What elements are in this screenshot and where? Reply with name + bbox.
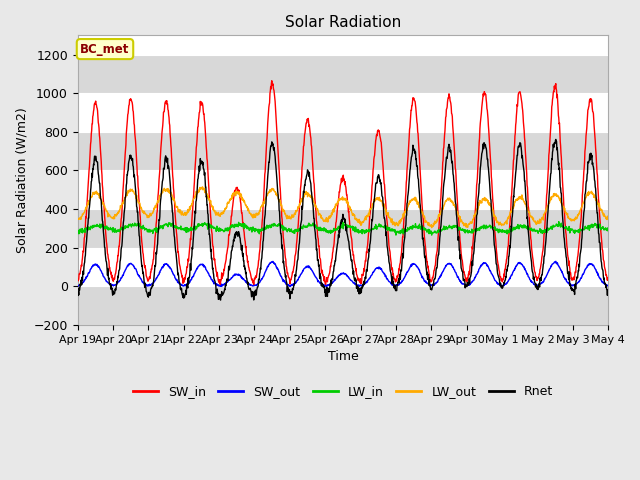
SW_in [604,275,612,281]
SW_in [426,272,433,277]
Rnet [217,297,225,303]
LW_in [179,227,186,232]
Bar [77,132,608,170]
Rnet [74,293,81,299]
LW_out [74,216,81,222]
Rnet [192,210,200,216]
SW_in [541,212,549,217]
Rnet [495,274,502,279]
LW_in [555,219,563,225]
SW_in [252,276,259,282]
LW_in [495,230,502,236]
LW_in [541,227,549,233]
LW_out [604,215,612,220]
SW_in [495,265,502,271]
SW_out [322,283,330,289]
Y-axis label: Solar Radiation (W/m2): Solar Radiation (W/m2) [15,107,28,253]
SW_out [495,281,502,287]
LW_in [251,229,259,235]
LW_in [604,225,612,231]
LW_out [425,222,433,228]
SW_out [74,283,81,288]
Rnet [425,283,433,288]
SW_in [179,277,186,283]
SW_out [192,268,200,274]
Line: LW_in: LW_in [77,222,608,235]
SW_out [552,258,559,264]
SW_out [251,283,259,288]
Bar [77,55,608,93]
Line: SW_out: SW_out [77,261,608,286]
LW_out [428,225,435,230]
Text: BC_met: BC_met [80,43,130,56]
Rnet [541,244,549,250]
SW_out [604,283,612,288]
SW_in [250,283,257,288]
LW_in [425,227,433,232]
SW_in [74,278,81,284]
Legend: SW_in, SW_out, LW_in, LW_out, Rnet: SW_in, SW_out, LW_in, LW_out, Rnet [128,380,558,403]
LW_in [74,230,81,236]
LW_out [198,184,206,190]
SW_out [425,281,433,287]
LW_out [541,208,549,214]
LW_in [428,232,435,238]
Line: Rnet: Rnet [77,139,608,300]
Rnet [552,136,559,142]
SW_in [268,78,276,84]
X-axis label: Time: Time [328,350,358,363]
Rnet [179,293,186,299]
LW_out [252,214,259,220]
SW_out [541,276,549,281]
Bar [77,286,608,325]
Line: SW_in: SW_in [77,81,608,286]
SW_out [179,283,186,288]
LW_out [192,192,200,198]
Title: Solar Radiation: Solar Radiation [285,15,401,30]
Rnet [604,287,612,293]
LW_out [179,211,186,217]
Rnet [252,289,259,295]
Line: LW_out: LW_out [77,187,608,228]
LW_in [192,227,200,233]
SW_in [192,160,200,166]
LW_out [495,222,502,228]
Bar [77,209,608,248]
